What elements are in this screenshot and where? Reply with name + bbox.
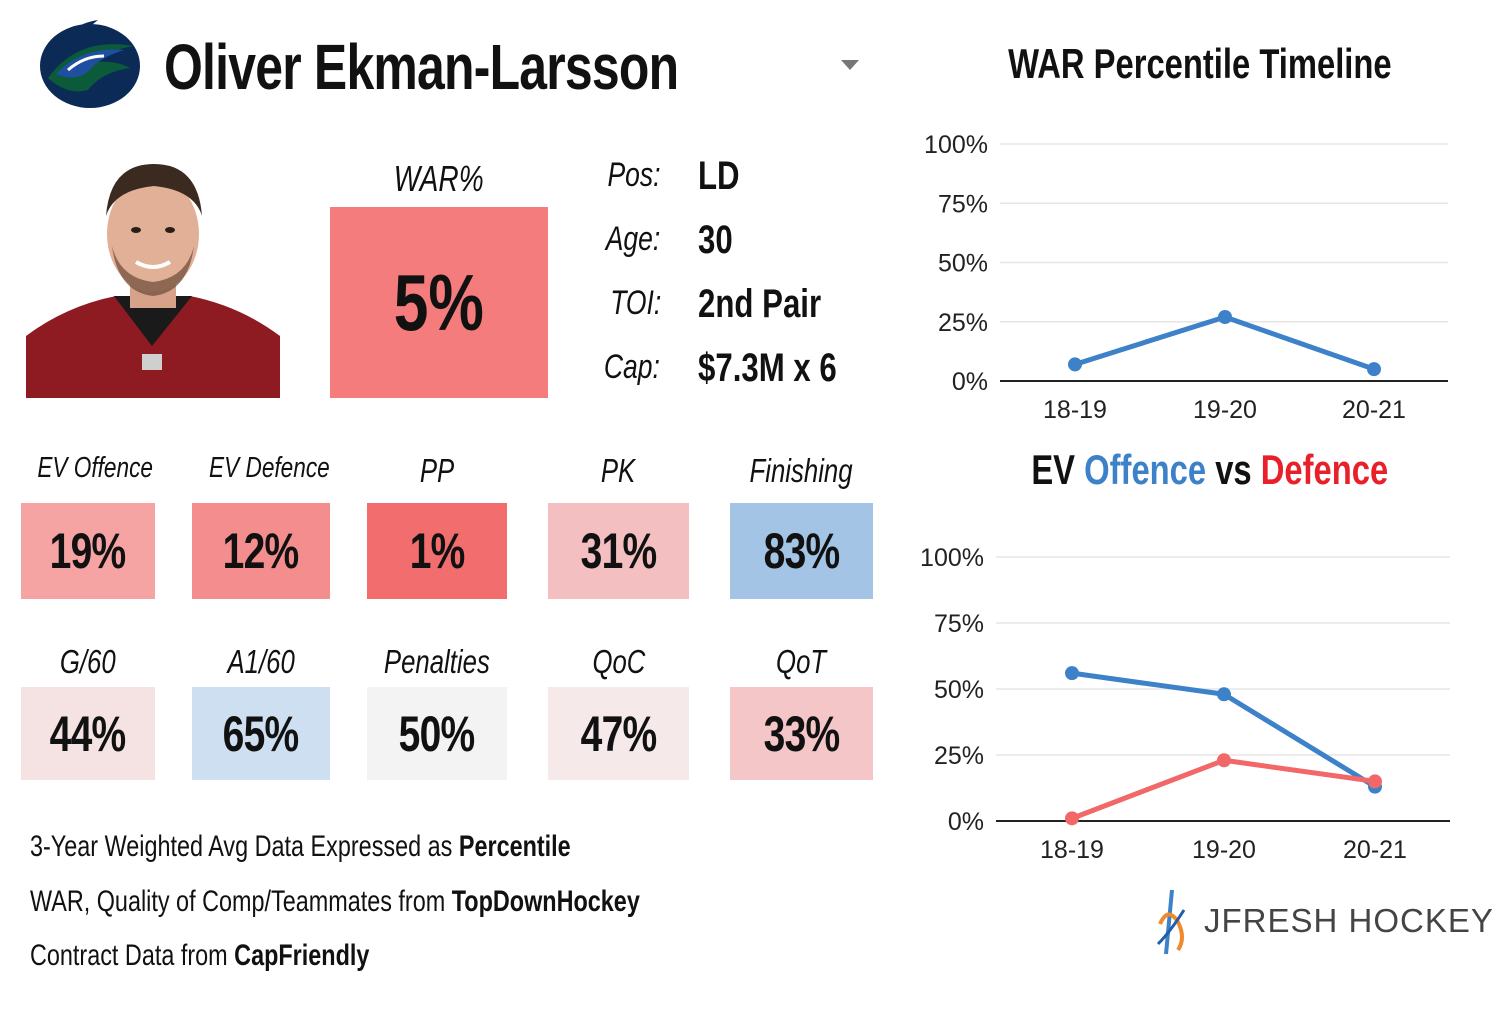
stat-label-a160: A1/60 — [227, 643, 295, 680]
war-label: WAR% — [394, 158, 484, 199]
ev-chart-y-tick-label: 0% — [948, 808, 984, 836]
stat-label-ev-defence: EV Defence — [209, 452, 330, 484]
pos-label: Pos: — [607, 156, 661, 194]
stat-label-finishing: Finishing — [749, 452, 854, 489]
ev-chart-title-ev: EV — [1031, 446, 1076, 493]
war-chart-x-tick-label: 19-20 — [1193, 396, 1257, 424]
stat-label-pp: PP — [419, 452, 455, 489]
war-chart-data-point — [1367, 362, 1381, 377]
stat-label-pk: PK — [601, 452, 636, 489]
ev-chart-y-tick-label: 25% — [934, 742, 984, 770]
toi-value: 2nd Pair — [698, 282, 822, 326]
war-chart-title: WAR Percentile Timeline — [1008, 40, 1392, 87]
cap-value: $7.3M x 6 — [698, 346, 837, 390]
war-percentile-chart: 0% 25% 50% 75% 100% 18-19 19-20 20-21 — [924, 131, 1448, 424]
ev-chart-y-tick-label: 100% — [920, 544, 984, 572]
ev-chart-y-tick-label: 50% — [934, 676, 984, 704]
stat-label-qot: QoT — [776, 643, 827, 680]
player-name: Oliver Ekman-Larsson — [164, 31, 679, 103]
toi-label: TOI: — [609, 284, 661, 322]
ev-offence-defence-chart: 0% 25% 50% 75% 100% 18-19 19-20 20-21 — [920, 544, 1450, 864]
ev-chart-title-vs: vs — [1215, 446, 1252, 493]
ev-chart-title: EV Offence vs Defence — [940, 446, 1480, 494]
footnote-war-source: WAR, Quality of Comp/Teammates from TopD… — [30, 885, 640, 918]
ev-chart-title-offence: Offence — [1084, 446, 1207, 493]
ev-chart-data-point — [1065, 666, 1079, 681]
stat-box-a160: 65% — [192, 687, 330, 780]
stat-box-pk: 31% — [548, 503, 689, 599]
ev-chart-data-point — [1217, 687, 1231, 702]
team-logo — [40, 20, 140, 108]
stat-box-qoc: 47% — [548, 687, 689, 780]
player-headshot — [26, 146, 280, 398]
age-label: Age: — [605, 220, 661, 258]
jfresh-logo-icon — [1156, 889, 1186, 955]
footnote-contract-source: Contract Data from CapFriendly — [30, 939, 370, 972]
brand-name: JFRESH HOCKEY — [1204, 902, 1494, 939]
stat-label-penalties: Penalties — [384, 643, 490, 680]
player-select-dropdown-icon[interactable] — [841, 60, 859, 70]
pos-value: LD — [698, 154, 740, 198]
footnote-percentile: 3-Year Weighted Avg Data Expressed as Pe… — [30, 830, 571, 863]
ev-chart-title-defence: Defence — [1260, 446, 1389, 493]
war-chart-data-point — [1068, 357, 1082, 372]
ev-chart-y-tick-label: 75% — [934, 610, 984, 638]
ev-chart-x-tick-label: 19-20 — [1192, 836, 1256, 864]
war-chart-data-point — [1218, 310, 1232, 325]
war-chart-y-tick-label: 100% — [924, 131, 988, 159]
ev-chart-x-tick-label: 20-21 — [1343, 836, 1407, 864]
cap-label: Cap: — [604, 348, 661, 386]
ev-chart-x-tick-label: 18-19 — [1040, 836, 1104, 864]
war-value: 5% — [393, 257, 485, 347]
war-value-box: 5% — [330, 207, 548, 398]
stat-box-g60: 44% — [21, 687, 155, 780]
stat-box-penalties: 50% — [367, 687, 507, 780]
war-chart-x-tick-label: 20-21 — [1342, 396, 1406, 424]
war-chart-series-line — [1074, 314, 1375, 372]
war-chart-y-tick-label: 75% — [938, 190, 988, 218]
age-value: 30 — [698, 218, 733, 262]
stat-box-ev-defence: 12% — [192, 503, 330, 599]
ev-chart-series-line — [1071, 757, 1376, 821]
stat-box-pp: 1% — [367, 503, 507, 599]
war-chart-y-tick-label: 0% — [952, 368, 988, 396]
war-chart-y-tick-label: 50% — [938, 250, 988, 278]
stat-box-ev-offence: 19% — [21, 503, 155, 599]
ev-chart-data-point — [1065, 811, 1079, 826]
war-chart-x-tick-label: 18-19 — [1043, 396, 1107, 424]
stat-box-qot: 33% — [730, 687, 873, 780]
ev-chart-data-point — [1217, 753, 1231, 768]
stat-label-ev-offence: EV Offence — [37, 452, 153, 484]
stat-label-g60: G/60 — [60, 643, 116, 680]
stat-label-qoc: QoC — [592, 643, 645, 680]
stat-box-finishing: 83% — [730, 503, 873, 599]
war-chart-y-tick-label: 25% — [938, 309, 988, 337]
ev-chart-data-point — [1368, 774, 1382, 789]
